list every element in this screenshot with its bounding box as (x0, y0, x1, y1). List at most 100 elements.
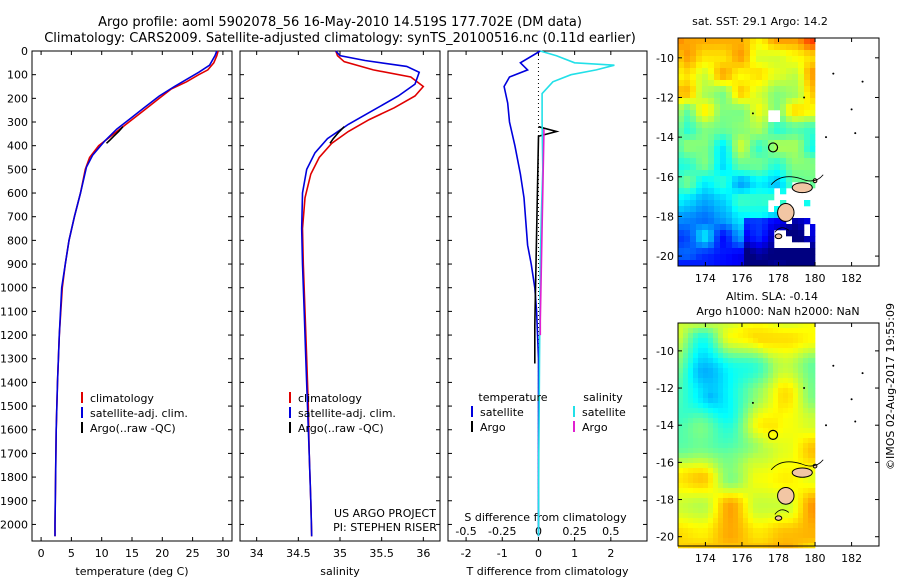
temperature-xtick-label: 20 (155, 547, 169, 560)
sla_map-float-marker (767, 429, 779, 440)
sst_map-xtick-label: 178 (768, 272, 789, 285)
sdiff-tick-label: -0.5 (455, 525, 476, 538)
temperature-legend-label: Argo(..raw -QC) (90, 422, 176, 435)
project-annotation: US ARGO PROJECT (334, 507, 436, 520)
sst_map-islands (751, 72, 864, 240)
sst_map-ytick-label: -20 (656, 250, 674, 263)
salinity-series-argo (329, 126, 345, 144)
sst_map-xtick-label: 180 (805, 272, 826, 285)
sst-map-title: sat. SST: 29.1 Argo: 14.2 (692, 15, 828, 28)
diff-legend-label: satellite (480, 406, 524, 419)
diff-legend-label: Argo (480, 421, 506, 434)
salinity-plot-area (239, 50, 441, 542)
depth-tick-label: 600 (7, 187, 28, 200)
sdiff-axis-label: S difference from climatology (464, 511, 627, 524)
depth-tick-label: 0 (21, 45, 28, 58)
sla_map-ytick-label: -10 (656, 345, 674, 358)
sla_map-xtick-label: 180 (805, 552, 826, 565)
sdiff-tick-label: -0.25 (488, 525, 516, 538)
sla-map-title-line2: Argo h1000: NaN h2000: NaN (696, 305, 859, 318)
temperature-xtick-label: 15 (125, 547, 139, 560)
sst_map-ytick-label: -18 (656, 210, 674, 223)
depth-tick-label: 400 (7, 140, 28, 153)
salinity-legend-label: satellite-adj. clim. (298, 407, 396, 420)
salinity-series-clim (301, 50, 425, 537)
sst_map-ytick-label: -12 (656, 91, 674, 104)
salinity-series-sat (300, 50, 421, 537)
salinity-xtick-label: 35 (333, 547, 347, 560)
difference-plot-area (447, 50, 648, 542)
sla_map-islands (751, 364, 864, 521)
sla-map-title-line1: Altim. SLA: -0.14 (726, 290, 818, 303)
imos-credit: ©IMOS 02-Aug-2017 19:55:09 (884, 303, 897, 470)
temperature-xtick-label: 5 (68, 547, 75, 560)
sla_map-ytick-label: -18 (656, 494, 674, 507)
difference-series-sat (503, 50, 541, 537)
figure-title-line2: Climatology: CARS2009. Satellite-adjuste… (44, 31, 636, 46)
sla_map-ytick-label: -16 (656, 456, 674, 469)
sla_map-xtick-label: 182 (841, 552, 862, 565)
temperature-xtick-label: 10 (95, 547, 109, 560)
temperature-legend-label: climatology (90, 392, 154, 405)
depth-tick-label: 1900 (0, 495, 28, 508)
diff-legend-title-temperature: temperature (478, 391, 547, 404)
pi-annotation: PI: STEPHEN RISER (333, 521, 437, 534)
temperature-xlabel: temperature (deg C) (75, 565, 188, 578)
sst_map-xtick-label: 182 (841, 272, 862, 285)
difference-xtick-label: 0 (535, 547, 542, 560)
depth-tick-label: 2000 (0, 518, 28, 531)
difference-series-sal_argo (539, 129, 545, 336)
depth-tick-label: 1100 (0, 305, 28, 318)
depth-tick-label: 800 (7, 234, 28, 247)
depth-tick-label: 1000 (0, 282, 28, 295)
diff-legend-label: Argo (582, 421, 608, 434)
diff-legend-title-salinity: salinity (583, 391, 623, 404)
salinity-xtick-label: 36 (416, 547, 430, 560)
sla_map-xtick-label: 174 (695, 552, 716, 565)
depth-tick-label: 1400 (0, 376, 28, 389)
sst_map-ytick-label: -16 (656, 171, 674, 184)
difference-xtick-label: 2 (607, 547, 614, 560)
salinity-xlabel: salinity (320, 565, 360, 578)
temperature-xtick-label: 25 (186, 547, 200, 560)
depth-tick-label: 1700 (0, 447, 28, 460)
salinity-xtick-label: 35.5 (369, 547, 394, 560)
difference-xtick-label: -1 (497, 547, 508, 560)
difference-xlabel: T difference from climatology (466, 565, 629, 578)
sla_map-xtick-label: 176 (731, 552, 752, 565)
difference-xtick-label: -2 (461, 547, 472, 560)
temperature-xtick-label: 0 (38, 547, 45, 560)
sla_map-xtick-label: 178 (768, 552, 789, 565)
depth-tick-label: 100 (7, 69, 28, 82)
sdiff-tick-label: 0.5 (602, 525, 620, 538)
temperature-plot-area (31, 50, 233, 542)
sst_map-ytick-label: -14 (656, 131, 674, 144)
salinity-xtick-label: 34.5 (286, 547, 311, 560)
sla_map-field (678, 323, 816, 549)
sla_map-ytick-label: -14 (656, 419, 674, 432)
depth-tick-label: 900 (7, 258, 28, 271)
temperature-series-argo (105, 126, 124, 144)
difference-series-argo (533, 125, 560, 364)
depth-tick-label: 500 (7, 163, 28, 176)
figure-title-line1: Argo profile: aoml 5902078_56 16-May-201… (98, 15, 582, 30)
depth-tick-label: 200 (7, 92, 28, 105)
temperature-legend-label: satellite-adj. clim. (90, 407, 188, 420)
sst_map-field (678, 38, 816, 267)
sst_map-xtick-label: 174 (695, 272, 716, 285)
depth-tick-label: 1600 (0, 424, 28, 437)
depth-tick-label: 1500 (0, 400, 28, 413)
difference-series-sal_sat (537, 50, 615, 537)
sla_map-ytick-label: -12 (656, 382, 674, 395)
sla_map-ytick-label: -20 (656, 531, 674, 544)
salinity-xtick-label: 34 (250, 547, 264, 560)
depth-tick-label: 700 (7, 211, 28, 224)
temperature-xtick-label: 30 (216, 547, 230, 560)
depth-tick-label: 1300 (0, 353, 28, 366)
diff-legend-label: satellite (582, 406, 626, 419)
depth-tick-label: 300 (7, 116, 28, 129)
sst_map-ytick-label: -10 (656, 52, 674, 65)
difference-xtick-label: 1 (571, 547, 578, 560)
sdiff-tick-label: 0.25 (562, 525, 587, 538)
